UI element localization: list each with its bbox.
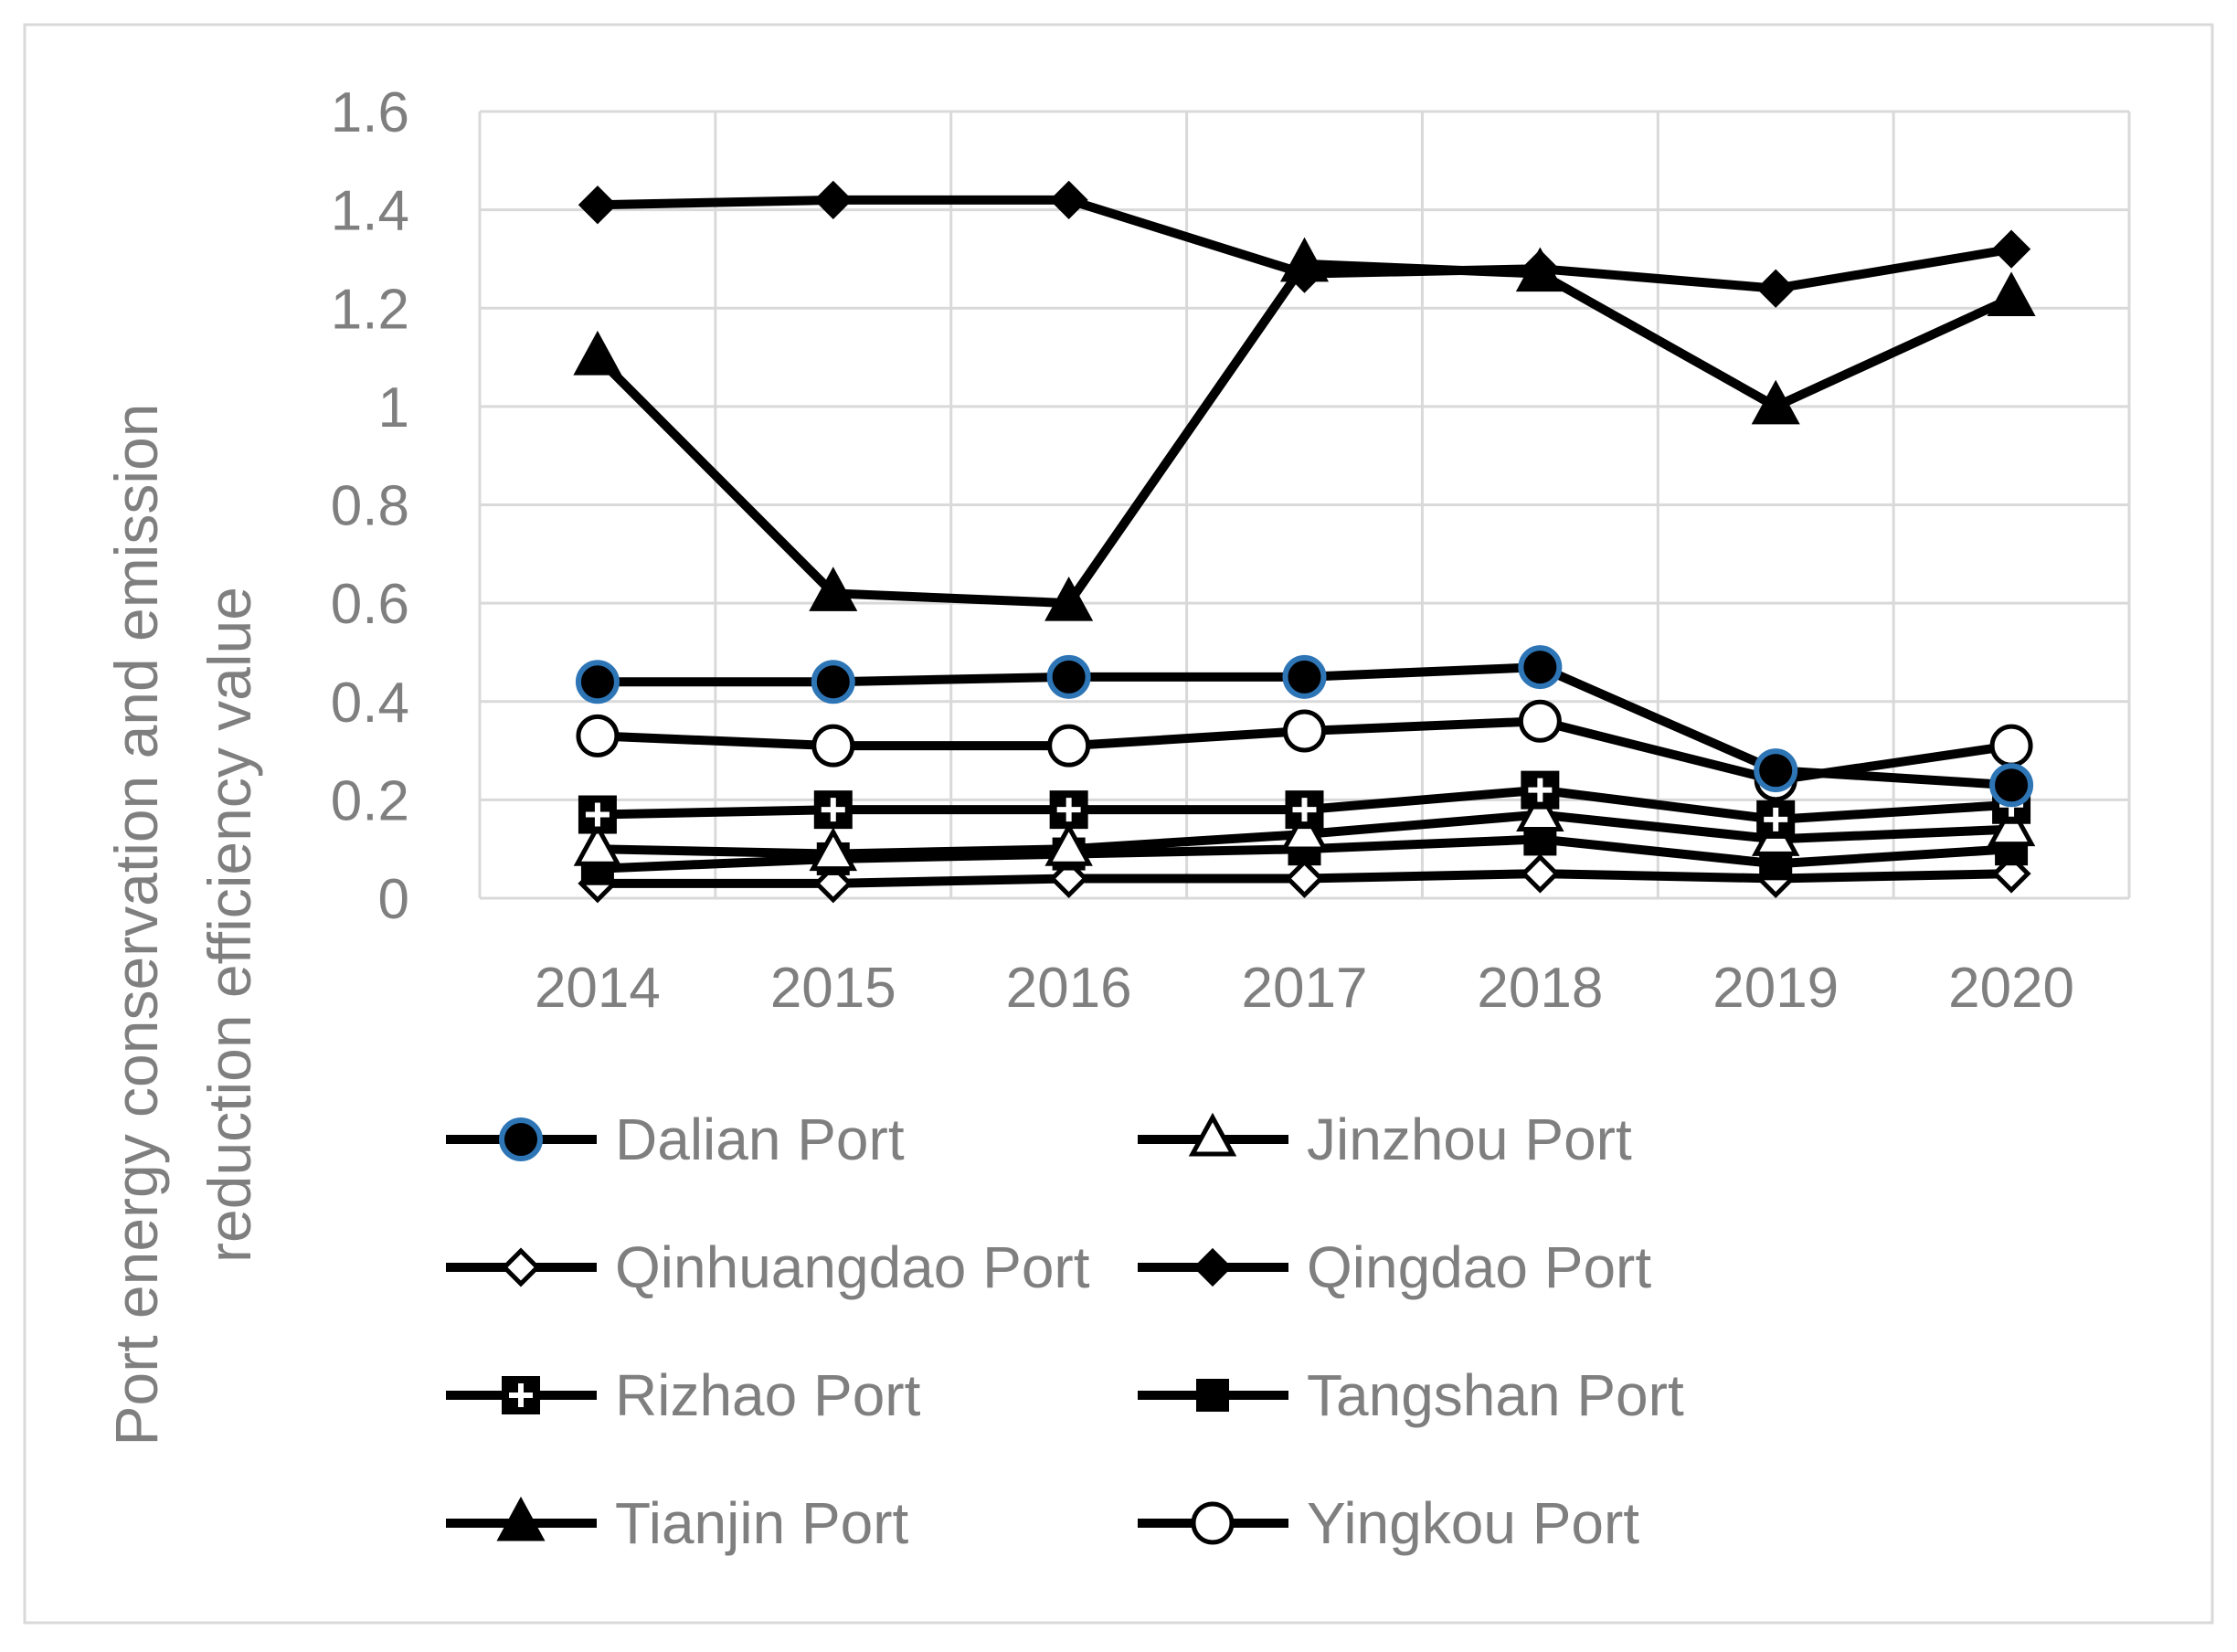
data-point xyxy=(578,185,618,225)
y-tick-label: 1.2 xyxy=(331,278,409,341)
data-point xyxy=(1044,576,1094,621)
data-point xyxy=(575,660,620,704)
data-point xyxy=(1049,180,1088,219)
legend-label: Qinhuangdao Port xyxy=(615,1234,1090,1300)
y-tick-label: 1.6 xyxy=(331,81,409,144)
legend-label: Tangshan Port xyxy=(1307,1362,1684,1428)
legend-item-qinhuangdao-port: Qinhuangdao Port xyxy=(446,1234,1090,1300)
data-point xyxy=(811,724,855,768)
data-point xyxy=(1285,790,1324,830)
legend-label: Tianjin Port xyxy=(615,1490,909,1556)
x-tick-label: 2015 xyxy=(770,957,896,1020)
data-point xyxy=(1518,699,1562,743)
y-tick-label: 0.4 xyxy=(331,672,409,735)
legend-item-tangshan-port: Tangshan Port xyxy=(1138,1362,1684,1428)
y-tick-label: 0 xyxy=(378,868,409,931)
y-axis-label: Port energy conservation and emission red… xyxy=(102,404,263,1446)
data-point xyxy=(1521,249,1560,289)
legend-marker xyxy=(499,1117,543,1161)
data-point xyxy=(576,714,620,757)
legend-item-tianjin-port: Tianjin Port xyxy=(446,1490,909,1556)
data-point xyxy=(1987,271,2036,316)
data-point xyxy=(1987,802,2036,847)
data-point xyxy=(811,660,855,704)
data-point xyxy=(1521,770,1560,810)
legend-item-rizhao-port: Rizhao Port xyxy=(446,1362,921,1428)
y-tick-label: 1 xyxy=(378,376,409,439)
gridlines xyxy=(478,110,2131,900)
data-point xyxy=(1284,858,1325,899)
series-qingdao-port xyxy=(578,180,2031,308)
data-point xyxy=(1518,645,1563,690)
legend-marker xyxy=(1191,1501,1235,1545)
data-point xyxy=(809,827,858,872)
y-axis-title-line: reduction efficiency value xyxy=(196,587,263,1263)
legend-label: Jinzhou Port xyxy=(1307,1107,1632,1172)
series-dalian-port xyxy=(575,645,2034,808)
legend-marker xyxy=(501,1247,541,1287)
y-tick-label: 0.6 xyxy=(331,573,409,636)
x-tick-label: 2020 xyxy=(1948,957,2074,1020)
legend-label: Qingdao Port xyxy=(1307,1234,1651,1300)
data-point xyxy=(1751,379,1800,425)
legend-label: Yingkou Port xyxy=(1307,1490,1639,1556)
legend-item-dalian-port: Dalian Port xyxy=(446,1107,905,1172)
x-tick-label: 2017 xyxy=(1242,957,1368,1020)
data-point xyxy=(1283,709,1326,753)
y-tick-label: 0.8 xyxy=(331,475,409,538)
y-axis-title: Port energy conservation and emission red… xyxy=(102,404,263,1446)
legend-marker xyxy=(1193,1247,1233,1287)
y-axis-title-line: Port energy conservation and emission xyxy=(102,404,170,1446)
data-point xyxy=(1285,254,1324,293)
data-point xyxy=(1754,748,1798,793)
data-point xyxy=(1756,269,1796,308)
data-point xyxy=(578,795,617,834)
legend-marker xyxy=(502,1376,540,1414)
data-point xyxy=(573,821,622,866)
legend: Dalian Port Jinzhou Port Qinhuangdao Port Q… xyxy=(446,1107,1684,1556)
data-point xyxy=(813,180,853,219)
y-tick-label: 0.2 xyxy=(331,769,409,832)
legend-item-yingkou-port: Yingkou Port xyxy=(1138,1490,1639,1556)
data-point xyxy=(1516,788,1564,832)
data-point xyxy=(1282,654,1327,699)
x-axis-ticks: 2014 2015 2016 2017 2018 2019 2020 xyxy=(535,957,2074,1020)
y-tick-label: 1.4 xyxy=(331,180,409,243)
x-tick-label: 2019 xyxy=(1712,957,1839,1020)
x-tick-label: 2016 xyxy=(1006,957,1132,1020)
data-point xyxy=(809,567,858,611)
data-point xyxy=(1991,229,2031,269)
data-point xyxy=(1520,853,1560,894)
data-point xyxy=(1046,654,1091,699)
y-axis-ticks: 0 0.2 0.4 0.6 0.8 1 1.2 1.4 1.6 xyxy=(331,81,409,931)
x-tick-label: 2014 xyxy=(535,957,661,1020)
data-point xyxy=(573,330,622,376)
legend-marker xyxy=(1196,1379,1229,1412)
series-jinzhou-port xyxy=(573,788,2036,872)
data-point xyxy=(1049,790,1088,830)
legend-item-jinzhou-port: Jinzhou Port xyxy=(1138,1107,1632,1172)
legend-marker xyxy=(496,1496,546,1541)
data-point xyxy=(813,790,853,830)
data-point xyxy=(1989,724,2033,768)
x-tick-label: 2018 xyxy=(1477,957,1603,1020)
legend-label: Rizhao Port xyxy=(615,1362,921,1428)
data-point xyxy=(1756,800,1796,839)
chart-frame xyxy=(23,23,2214,1625)
series-lines xyxy=(573,180,2036,904)
data-point xyxy=(1989,763,2034,808)
data-point xyxy=(1047,724,1091,768)
data-point xyxy=(1044,821,1093,866)
legend-marker xyxy=(1188,1112,1237,1157)
legend-label: Dalian Port xyxy=(615,1107,905,1172)
legend-item-qingdao-port: Qingdao Port xyxy=(1138,1234,1651,1300)
data-point xyxy=(1280,807,1329,852)
